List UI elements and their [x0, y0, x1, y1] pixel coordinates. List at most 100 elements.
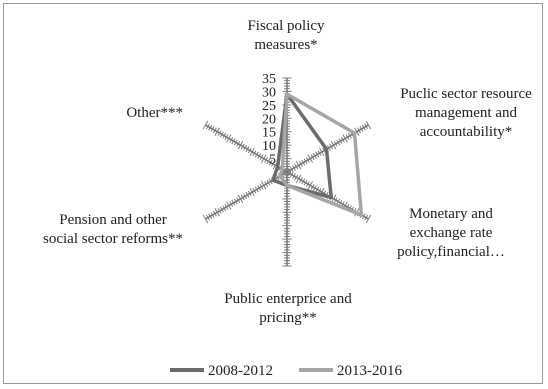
radar-axis-tick: [289, 171, 294, 178]
radar-axis-tick: [315, 186, 320, 193]
radar-axis-tick: [247, 190, 252, 197]
series-point: [280, 167, 284, 171]
radar-axis-tick: [299, 161, 303, 167]
radar-axis-tick: [212, 127, 217, 134]
radar-axis-tick: [210, 126, 215, 132]
radar-axis-tick: [252, 187, 257, 194]
radar-axis-tick: [240, 143, 245, 150]
axis-label: accountability*: [420, 124, 512, 140]
radar-axis-tick: [233, 198, 238, 205]
radar-axis-tick: [257, 153, 262, 159]
radar-axis-tick: [361, 213, 366, 220]
r-tick-label: 20: [262, 112, 276, 127]
radar-axis-tick: [303, 179, 308, 186]
radar-axis-tick: [329, 143, 334, 150]
radar-axis-tick: [254, 186, 259, 193]
r-tick-label: 10: [262, 139, 276, 154]
axis-label: Monetary and: [409, 206, 493, 222]
r-tick-label: 25: [262, 99, 276, 114]
radar-axis-tick: [208, 124, 213, 131]
radar-axis-tick: [295, 174, 302, 183]
series-point: [285, 183, 289, 187]
radar-axis-tick: [268, 178, 273, 185]
radar-axis-tick: [292, 165, 296, 171]
radar-axis-tick: [354, 127, 360, 136]
legend-label: 2008-2012: [208, 363, 273, 379]
radar-axis-tick: [261, 154, 267, 163]
radar-axis-tick: [330, 140, 337, 150]
radar-axis-tick: [315, 151, 320, 158]
radar-axis-tick: [219, 206, 224, 213]
radar-axis-tick: [212, 210, 217, 217]
axis-label: Other***: [126, 105, 183, 121]
radar-axis-tick: [245, 191, 250, 198]
radar-axis-tick: [243, 193, 248, 200]
radar-axis-tick: [333, 197, 338, 204]
radar-axis-tick: [317, 150, 322, 157]
radar-axis-tick: [312, 153, 317, 159]
radar-axis-tick: [303, 158, 308, 165]
radar-axis-tick: [310, 154, 315, 161]
radar-axis-tick: [299, 177, 303, 183]
radar-axis-tick: [237, 140, 244, 150]
radar-axis-tick: [210, 212, 215, 218]
radar-axis-tick: [275, 174, 280, 181]
axis-label: Public enterprice and: [224, 291, 352, 307]
radar-axis-tick: [301, 178, 306, 185]
radar-axis-tick: [345, 134, 350, 140]
r-tick-label: 15: [262, 126, 276, 141]
radar-axis-tick: [214, 208, 220, 217]
axis-label: pricing**: [259, 310, 317, 326]
radar-axis-tick: [359, 126, 364, 132]
radar-axis-tick: [364, 123, 369, 130]
radar-axis-tick: [217, 130, 222, 136]
radar-axis-tick: [365, 214, 372, 224]
radar-axis-tick: [259, 183, 264, 190]
radar-axis-tick: [365, 120, 372, 130]
radar-axis-tick: [226, 201, 232, 210]
series-point: [278, 174, 282, 178]
radar-axis-tick: [236, 140, 241, 147]
radar-axis-tick: [224, 134, 229, 140]
radar-axis-tick: [292, 173, 296, 179]
radar-axis-tick: [347, 132, 352, 139]
radar-axis-tick: [305, 181, 310, 187]
radar-axis-tick: [259, 154, 264, 161]
legend-label: 2013-2016: [337, 363, 402, 379]
radar-axis-tick: [222, 205, 227, 212]
radar-axis-tick: [229, 136, 234, 143]
radar-axis-tick: [237, 194, 244, 204]
radar-axis-tick: [307, 154, 313, 163]
radar-axis-tick: [217, 208, 222, 214]
radar-axis-tick: [261, 181, 267, 190]
axis-label: Puclic sector resource: [400, 86, 532, 102]
radar-axis-tick: [236, 197, 241, 204]
radar-axis-tick: [222, 132, 227, 139]
radar-axis-tick: [294, 163, 299, 170]
series-line-2008-2012: [271, 92, 333, 200]
radar-axis-tick: [312, 185, 317, 191]
series-point: [359, 213, 363, 217]
radar-axis-tick: [364, 214, 369, 221]
radar-axis-tick: [249, 147, 255, 157]
series-point: [285, 92, 289, 96]
radar-axis-tick: [295, 161, 302, 170]
series-point: [352, 131, 357, 135]
radar-axis-tick: [214, 127, 220, 136]
axis-label: Fiscal policy: [247, 18, 325, 34]
axis-label: social sector reforms**: [43, 231, 183, 247]
axis-label: management and: [415, 105, 518, 121]
axis-label: Pension and other: [59, 212, 166, 228]
radar-axis-tick: [233, 139, 238, 146]
radar-axis-tick: [257, 185, 262, 191]
radar-axis-tick: [208, 213, 213, 220]
r-tick-label: 30: [262, 85, 276, 100]
radar-axis-tick: [342, 134, 348, 143]
radar-axis-tick: [264, 157, 269, 163]
radar-axis-tick: [336, 198, 341, 205]
radar-axis-tick: [205, 214, 210, 221]
chart-border: [3, 3, 543, 384]
radar-axis-tick: [282, 167, 287, 174]
radar-axis-tick: [266, 179, 271, 186]
